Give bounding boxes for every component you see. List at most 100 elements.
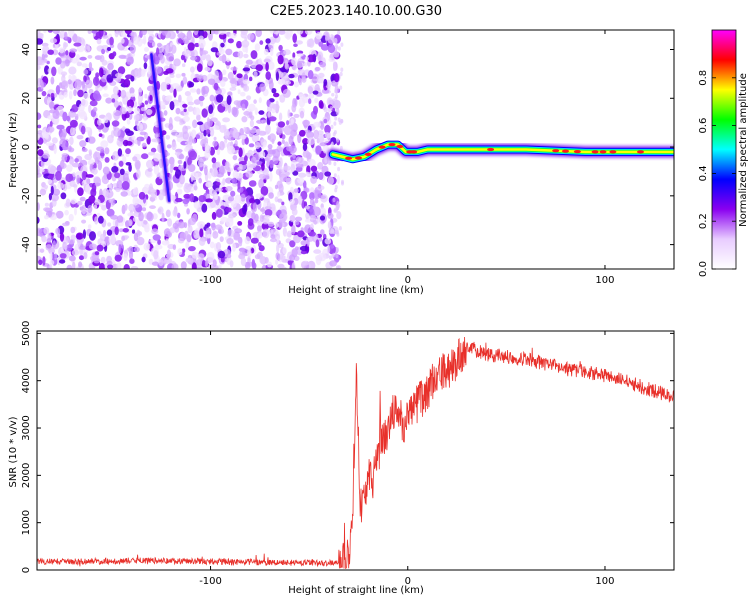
noise-blob [93,107,98,112]
noise-blob [225,60,232,66]
noise-blob [188,81,195,88]
noise-blob [203,121,211,131]
noise-blob [102,188,109,198]
noise-blob [68,66,77,75]
noise-blob [267,144,273,150]
noise-blob [85,174,94,178]
noise-blob [243,85,250,92]
noise-blob [53,253,58,260]
noise-blob [324,237,332,245]
noise-blob [160,55,165,64]
noise-blob [76,61,83,67]
noise-blob [279,212,287,223]
noise-blob [255,30,262,38]
noise-blob [265,71,272,81]
noise-blob [307,43,311,48]
y-tick-label: -20 [21,188,32,204]
noise-blob [334,184,338,190]
noise-blob [45,142,54,147]
noise-blob [165,134,171,140]
noise-blob [243,203,248,213]
spectrogram-y-label: Frequency (Hz) [8,112,19,188]
noise-blob [120,191,128,197]
noise-blob [298,93,306,99]
noise-blob [181,72,186,77]
noise-blob [314,190,321,200]
noise-blob [48,193,53,201]
noise-blob [81,208,86,215]
noise-blob [212,140,218,147]
noise-blob [293,43,298,47]
noise-blob [130,56,134,64]
noise-blob [55,57,62,65]
noise-blob [336,230,339,235]
noise-blob [122,125,126,132]
noise-blob [197,221,206,229]
noise-blob [63,42,69,48]
noise-blob [158,259,164,267]
noise-blob [165,209,171,218]
noise-blob [288,73,295,79]
noise-blob [259,207,266,213]
noise-blob [85,79,93,89]
noise-blob [151,138,158,143]
noise-blob [87,159,95,166]
noise-blob [100,140,109,148]
noise-blob [78,255,85,261]
noise-blob [37,228,43,233]
noise-blob [333,130,337,135]
noise-blob [310,175,317,184]
noise-blob [144,100,149,105]
noise-blob [47,126,55,133]
noise-blob [86,126,91,132]
noise-blob [307,54,315,63]
noise-blob [143,242,151,251]
noise-blob [318,54,322,63]
noise-blob [224,161,230,171]
noise-blob [74,36,82,45]
noise-blob [151,228,159,235]
noise-blob [79,245,88,250]
noise-blob [43,227,50,235]
noise-blob [269,171,273,182]
noise-blob [281,201,285,206]
noise-blob [143,35,147,45]
noise-blob [218,48,225,55]
noise-blob [205,54,211,62]
noise-blob [65,50,69,56]
noise-blob [229,79,235,84]
noise-blob [93,151,101,161]
noise-blob [213,82,219,91]
noise-blob [332,61,337,68]
noise-blob [93,90,101,101]
noise-blob [68,213,74,222]
noise-blob [180,261,187,269]
noise-blob [116,30,121,35]
noise-blob [292,52,296,59]
noise-blob [174,169,182,179]
noise-blob [79,111,88,120]
noise-blob [196,121,204,126]
spectrogram-y-ticks: -40 -20 0 20 40 [21,43,674,253]
noise-blob [140,106,146,112]
noise-blob [39,188,47,196]
colorbar: 0.0 0.2 0.4 0.6 0.8 Normalized spectral ampl… [698,29,749,277]
noise-blob [237,221,243,226]
noise-blob [339,71,343,77]
colorbar-frame [711,29,737,270]
noise-blob [38,259,43,266]
noise-blob [248,166,253,172]
noise-blob [133,232,138,242]
noise-blob [136,169,141,179]
noise-blob [55,170,62,181]
noise-blob [206,233,212,239]
noise-blob [227,91,233,96]
noise-blob [329,244,335,249]
snr-x-ticks: -100 0 100 [199,331,615,587]
noise-blob [298,195,303,205]
noise-blob [229,32,237,39]
y-tick-label: 5000 [21,321,32,346]
noise-blob [124,113,130,119]
noise-blob [98,215,104,224]
noise-blob [209,201,216,208]
